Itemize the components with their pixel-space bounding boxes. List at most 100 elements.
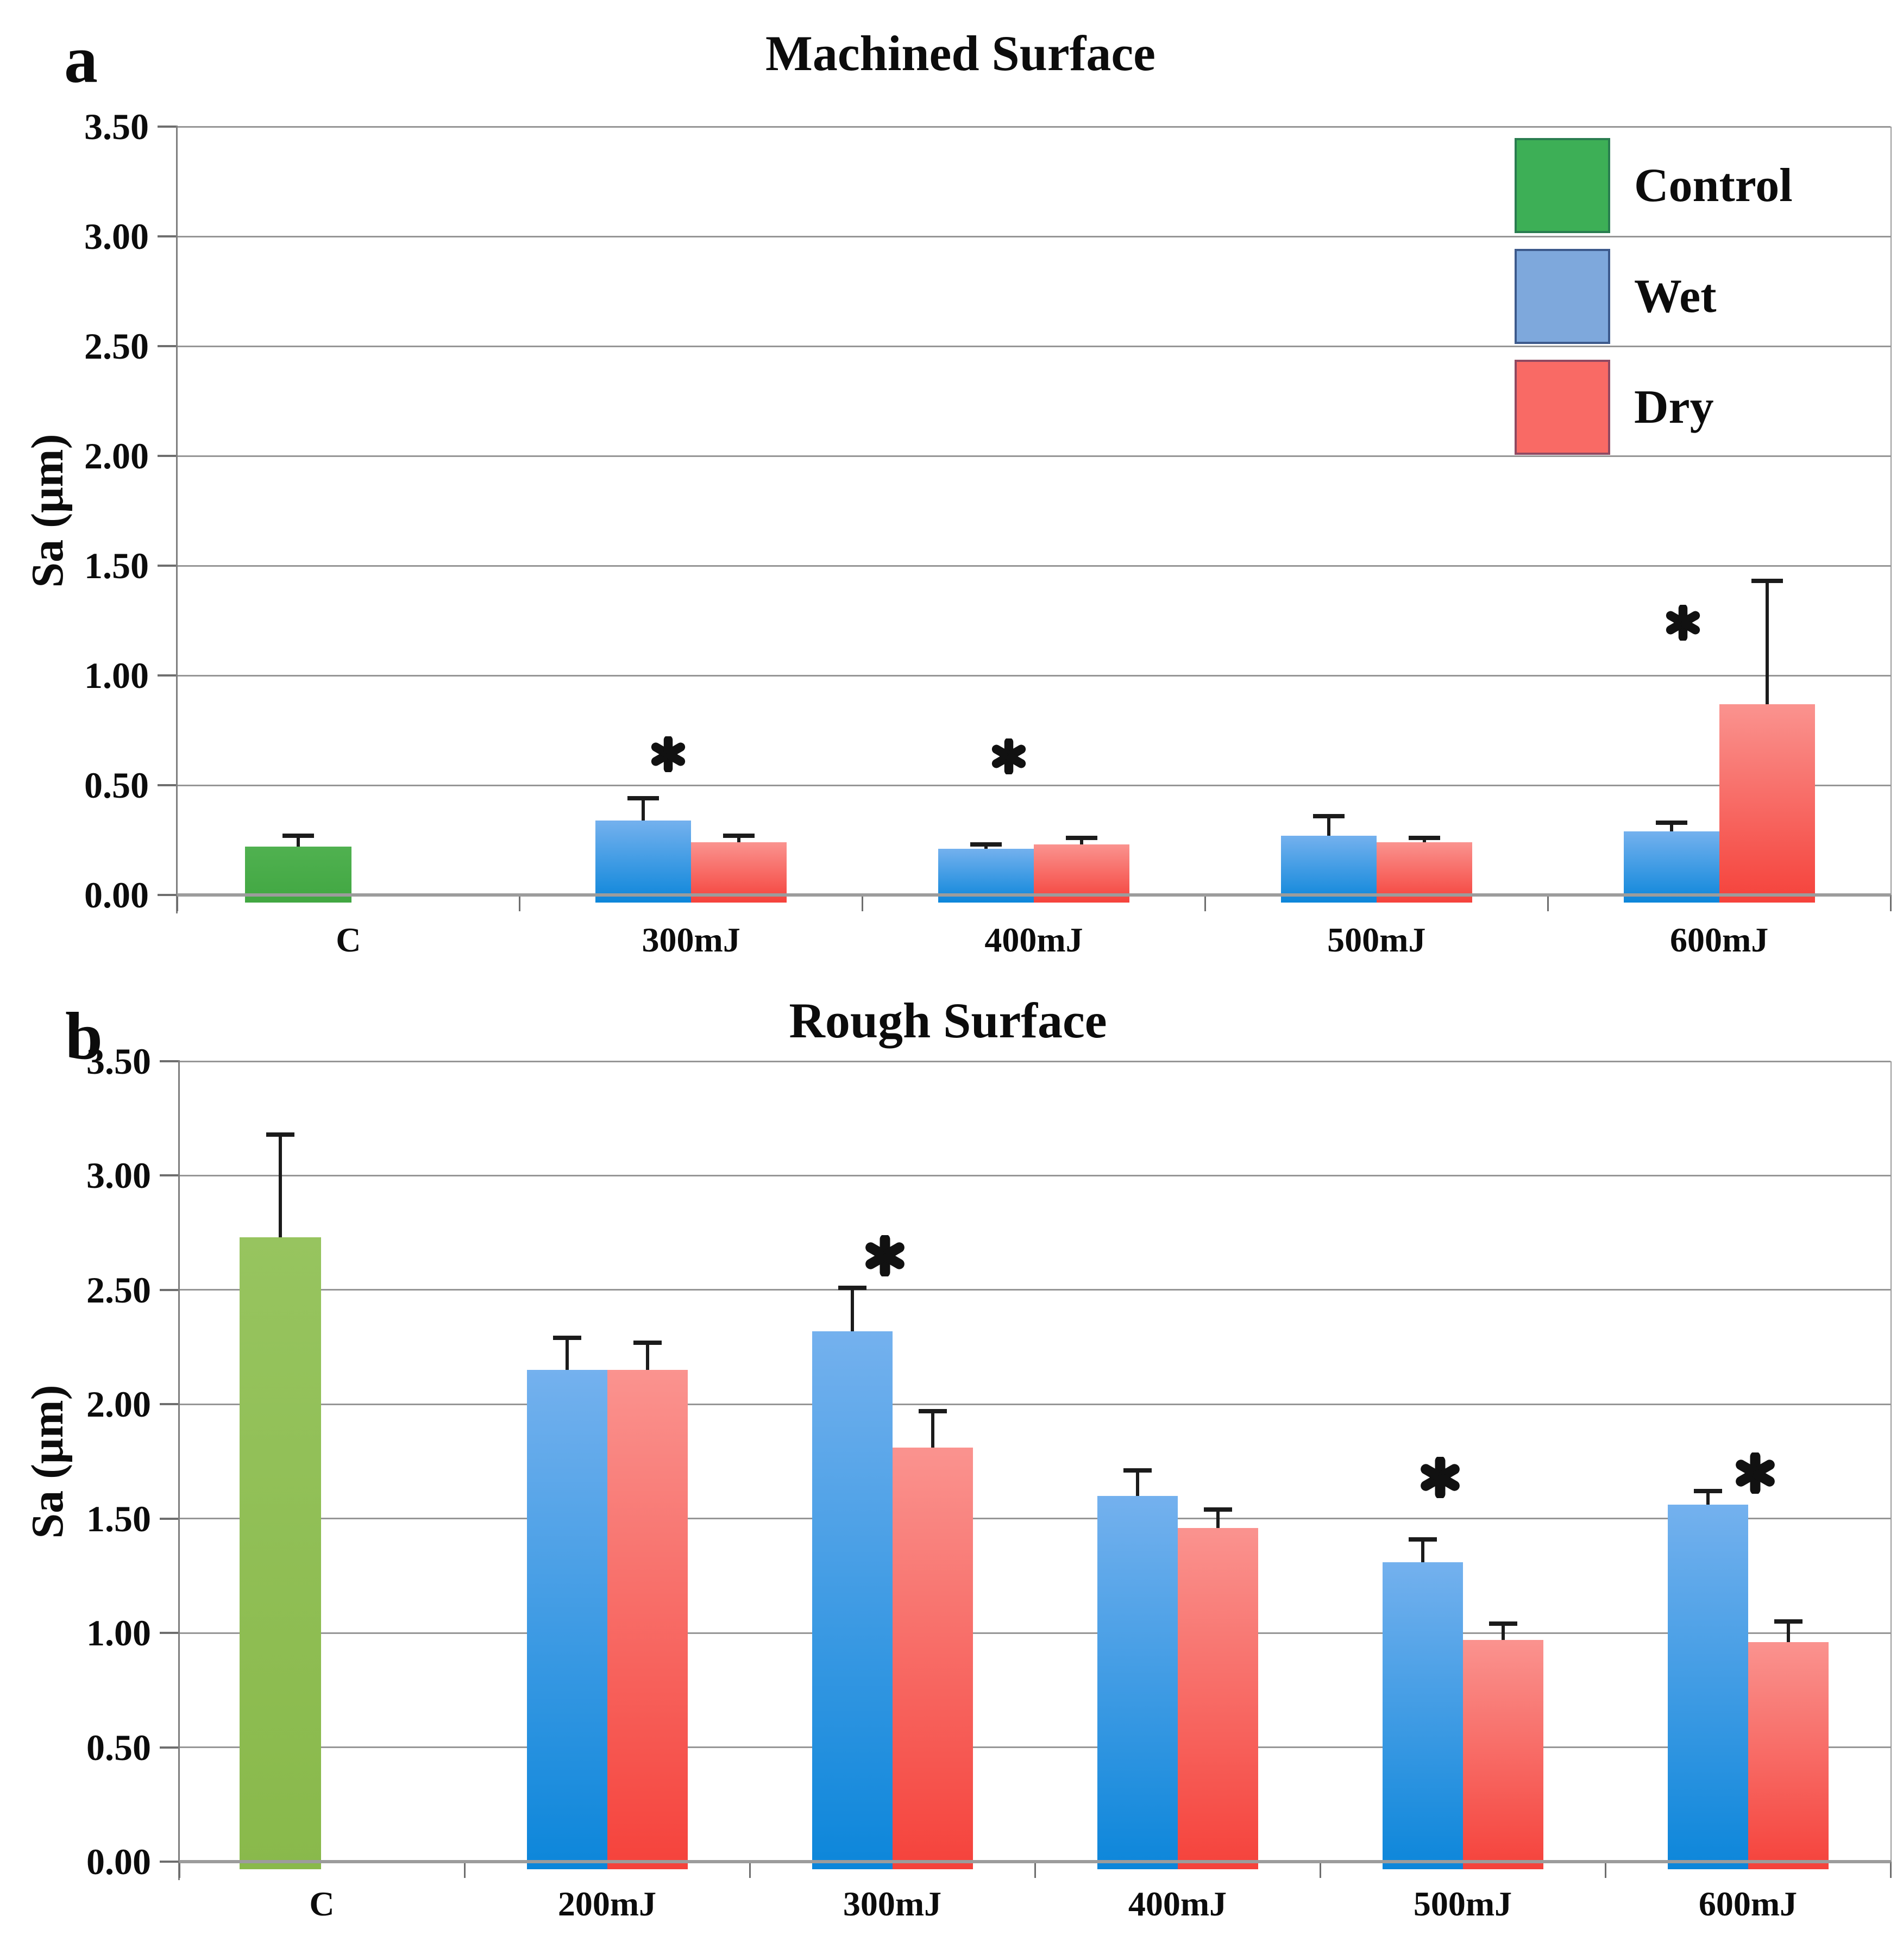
error-bar-cap [1203, 1507, 1232, 1512]
x-axis-baseline [177, 893, 1891, 897]
x-category-label-C: C [336, 920, 361, 959]
y-axis-line [176, 126, 178, 913]
y-tick-1.50 [158, 565, 177, 567]
gridline-1.50 [179, 1518, 1891, 1520]
error-bar-stem [1422, 837, 1426, 843]
panel-label-a: a [64, 22, 98, 97]
y-tick-label: 3.00 [84, 216, 149, 257]
significance-asterisk-600mJ [1735, 1451, 1776, 1495]
legend-swatch-control-icon [1515, 138, 1610, 233]
y-tick-label: 2.00 [84, 435, 149, 477]
x-tick [176, 895, 178, 911]
gridline-3.00 [179, 1174, 1891, 1176]
legend-label-wet: Wet [1634, 270, 1717, 323]
gridline-3.50 [179, 1060, 1891, 1062]
x-category-label-600mJ: 600mJ [1698, 1884, 1798, 1923]
error-bar-cap [1489, 1621, 1517, 1626]
error-bar-cap [1693, 1489, 1722, 1494]
y-tick-0.50 [160, 1746, 179, 1749]
error-bar-stem [1765, 581, 1769, 704]
y-tick-label: 0.50 [86, 1726, 151, 1768]
gridline-0.50 [179, 1746, 1891, 1749]
significance-asterisk-400mJ [991, 737, 1027, 776]
error-bar-stem [1216, 1509, 1220, 1528]
bar-wet-400mJ [1097, 1495, 1178, 1869]
error-bar-cap [552, 1336, 581, 1341]
error-bar-cap [1408, 1537, 1437, 1542]
bar-wet-200mJ [526, 1370, 607, 1869]
legend-swatch-dry-icon [1515, 360, 1610, 455]
error-bar-stem [1706, 1491, 1710, 1505]
bar-wet-500mJ [1382, 1562, 1463, 1869]
error-bar-cap [1408, 835, 1440, 840]
bar-dry-200mJ [607, 1370, 688, 1869]
bar-dry-400mJ [1034, 844, 1129, 903]
legend-item-control: Control [1515, 136, 1793, 235]
y-tick-label: 3.00 [86, 1155, 151, 1197]
bar-dry-300mJ [691, 842, 787, 903]
error-bar-cap [1066, 835, 1097, 840]
legend-label-control: Control [1634, 159, 1793, 212]
gridline-2.50 [177, 345, 1891, 347]
gridline-2.00 [177, 455, 1891, 457]
gridline-1.50 [177, 565, 1891, 567]
panel-label-b: b [65, 999, 103, 1073]
y-tick-2.50 [158, 345, 177, 347]
error-bar-stem [565, 1338, 569, 1370]
plot-right-border [1891, 127, 1892, 895]
y-tick-3.50 [158, 126, 177, 128]
bar-dry-300mJ [892, 1448, 973, 1869]
error-bar-cap [970, 842, 1002, 847]
gridline-1.00 [179, 1632, 1891, 1634]
x-tick [1889, 895, 1892, 911]
gridline-2.50 [179, 1289, 1891, 1291]
y-tick-label: 0.00 [86, 1841, 151, 1882]
error-bar-cap [1655, 820, 1687, 825]
x-category-label-C: C [309, 1884, 335, 1923]
bar-wet-300mJ [812, 1331, 893, 1869]
error-bar-cap [918, 1408, 947, 1413]
y-tick-label: 1.00 [86, 1612, 151, 1654]
error-bar-stem [297, 835, 300, 847]
significance-asterisk-300mJ [864, 1233, 906, 1278]
y-tick-1.00 [158, 674, 177, 677]
x-category-label-300mJ: 300mJ [843, 1884, 942, 1923]
significance-asterisk-600mJ [1665, 604, 1701, 642]
x-tick [1204, 895, 1206, 911]
x-tick [1319, 1862, 1321, 1878]
y-tick-label: 3.50 [86, 1041, 151, 1082]
bar-dry-500mJ [1462, 1639, 1543, 1869]
bar-wet-300mJ [595, 820, 692, 903]
x-category-label-600mJ: 600mJ [1669, 920, 1769, 959]
x-tick [1889, 1862, 1892, 1878]
error-bar-stem [278, 1134, 282, 1238]
x-axis-baseline [179, 1860, 1891, 1863]
x-category-label-500mJ: 500mJ [1413, 1884, 1512, 1923]
legend-item-wet: Wet [1515, 247, 1793, 346]
y-tick-1.50 [160, 1517, 179, 1520]
y-tick-label: 2.50 [84, 325, 149, 367]
error-bar-stem [1786, 1621, 1790, 1642]
y-tick-0.00 [160, 1861, 179, 1863]
significance-asterisk-300mJ [650, 735, 686, 774]
error-bar-cap [1774, 1619, 1802, 1624]
error-bar-stem [737, 835, 741, 843]
x-category-label-400mJ: 400mJ [1128, 1884, 1227, 1923]
error-bar-stem [642, 798, 645, 821]
x-tick [1034, 1862, 1036, 1878]
x-tick [463, 1862, 466, 1878]
y-tick-label: 1.50 [84, 545, 149, 586]
legend-item-dry: Dry [1515, 358, 1793, 457]
bar-wet-600mJ [1667, 1505, 1748, 1869]
y-tick-0.00 [158, 894, 177, 896]
bar-dry-600mJ [1719, 704, 1815, 903]
x-tick [1604, 1862, 1606, 1878]
error-bar-stem [1327, 816, 1330, 836]
gridline-3.00 [177, 235, 1891, 237]
gridline-3.50 [177, 126, 1891, 128]
y-tick-label: 1.00 [84, 655, 149, 696]
y-tick-label: 1.50 [86, 1498, 151, 1539]
bar-dry-500mJ [1376, 842, 1472, 903]
x-category-label-500mJ: 500mJ [1327, 920, 1426, 959]
